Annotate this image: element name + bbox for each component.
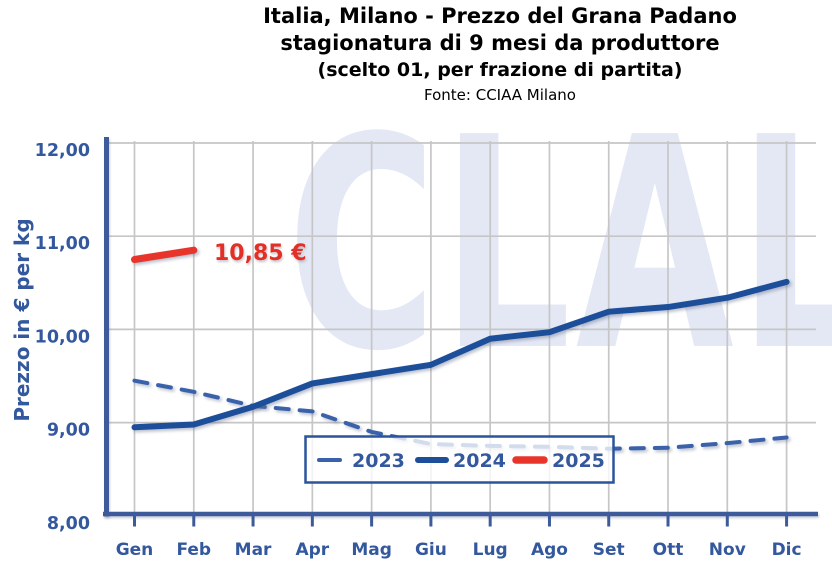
y-tick-label: 12,00 [35,141,90,161]
series-2024-line [131,278,790,431]
y-axis-title: Prezzo in € per kg [10,218,34,422]
legend-box [304,435,615,484]
y-tick-label: 8,00 [47,514,90,534]
chart-title-line-3: (scelto 01, per frazione di partita) [317,59,683,81]
legend-label-2025: 2025 [552,450,605,472]
chart-title-line-1: Italia, Milano - Prezzo del Grana Padano [263,4,737,28]
x-tick-label: Lug [473,540,508,560]
x-tick-label: Mag [351,540,392,560]
price-annotation: 10,85 € [214,241,307,266]
legend-label-2023: 2023 [352,450,405,472]
x-tick-label: Mar [235,540,272,560]
x-tick-label: Dic [772,540,802,560]
axis-layer [103,137,818,527]
x-tick-label: Ott [653,540,684,560]
y-tick-label: 10,00 [35,327,90,347]
x-tick-label: Giu [415,540,447,560]
chart-title-block: Italia, Milano - Prezzo del Grana Padano… [168,3,832,108]
x-tick-label: Nov [709,540,746,560]
x-tick-label: Gen [116,540,154,560]
axis-label-layer: Gen Feb Mar Apr Mag Giu Lug Ago Set Ott Nov Dic 8,00… [35,141,802,560]
grid-layer [106,141,816,514]
chart-title-line-2: stagionatura di 9 mesi da produttore [280,31,720,55]
x-tick-label: Set [593,540,625,560]
y-tick-label: 9,00 [47,421,90,441]
x-tick-label: Ago [531,540,568,560]
x-tick-label: Apr [295,540,329,560]
y-tick-label: 11,00 [35,234,90,254]
series-2025-line [131,246,198,263]
series-2023-line [132,378,789,451]
series-layer [131,246,790,451]
legend: 2023 2024 2025 [304,435,615,484]
clal-logo-watermark: CLAL [287,75,832,415]
chart-source: Fonte: CCIAA Milano [424,86,576,104]
x-tick-label: Feb [176,540,211,560]
legend-label-2024: 2024 [453,450,506,472]
